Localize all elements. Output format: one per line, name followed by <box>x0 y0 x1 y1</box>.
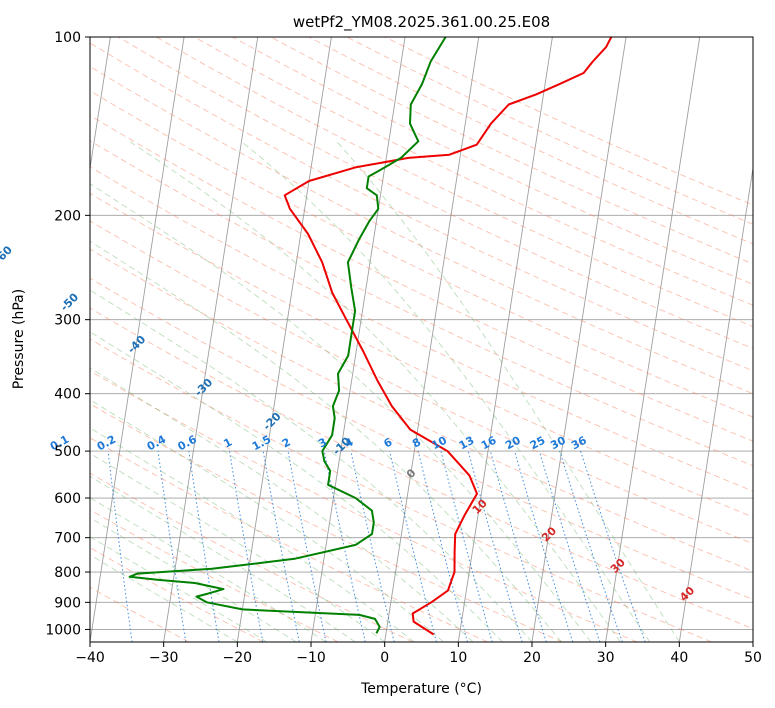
mixing-ratio-line <box>417 450 468 642</box>
pressure-gridlines <box>90 37 753 630</box>
dry-adiabat-line <box>90 307 753 630</box>
mixing-ratio-line <box>580 450 646 642</box>
dry-adiabats <box>90 37 753 642</box>
mixing-ratio-line <box>188 451 220 642</box>
moist-adiabat-line <box>90 399 444 642</box>
x-tick-label: −10 <box>296 650 326 666</box>
mixing-ratio-line <box>287 451 327 642</box>
moist-adiabat-line <box>90 452 385 642</box>
y-tick-label: 600 <box>54 491 81 507</box>
y-tick-label: 500 <box>54 444 81 460</box>
dry-adiabat-line <box>90 192 753 518</box>
y-tick-label: 100 <box>54 30 81 46</box>
chart-title: wetPf2_YM08.2025.361.00.25.E08 <box>293 13 550 32</box>
mixing-ratio-line <box>107 451 133 642</box>
dry-adiabat-line <box>90 403 563 642</box>
mixing-ratio-label: 13 <box>457 434 477 453</box>
x-tick-label: −20 <box>223 650 253 666</box>
x-tick-label: 50 <box>744 650 762 666</box>
y-tick-label: 800 <box>54 565 81 581</box>
y-tick-label: 400 <box>54 387 81 403</box>
dewpoint-line <box>128 37 447 634</box>
y-tick-label: 1000 <box>45 622 81 638</box>
y-axis: 100 200 300 400 500 600 700 800 900 1000 <box>45 30 90 638</box>
isotherm-line <box>457 37 553 642</box>
x-tick-label: −40 <box>75 650 105 666</box>
moist-adiabat-line <box>90 517 297 642</box>
moist-adiabat-line <box>240 140 651 642</box>
mixing-ratio-label: 10 <box>429 434 449 453</box>
dry-adiabat-line <box>90 140 753 467</box>
mixing-ratio-line <box>350 450 395 642</box>
isotherm-label: -50 <box>58 290 81 313</box>
y-tick-label: 300 <box>54 313 81 329</box>
mixing-ratio-label: 25 <box>528 434 548 453</box>
x-axis-label: Temperature (°C) <box>360 681 482 697</box>
mixing-ratio-line <box>559 450 623 642</box>
mixing-ratio-line <box>262 451 300 642</box>
mixing-ratio-line <box>389 450 437 642</box>
mixing-ratio-line <box>157 451 187 642</box>
x-tick-label: 20 <box>523 650 541 666</box>
mixing-ratio-label: 16 <box>479 434 499 453</box>
y-tick-label: 700 <box>54 531 81 547</box>
moist-adiabat-line <box>90 240 562 642</box>
isotherm-line <box>678 165 753 642</box>
mixing-ratio-line <box>467 450 523 642</box>
isotherm-line <box>90 37 111 172</box>
moist-adiabat-line <box>129 140 621 642</box>
dry-adiabat-line <box>90 220 753 545</box>
dry-adiabat-line <box>90 248 753 572</box>
dry-adiabat-line <box>90 509 339 642</box>
isotherm-line <box>90 37 185 642</box>
x-tick-label: 40 <box>670 650 688 666</box>
sounding-lines <box>128 37 613 636</box>
moist-adiabat-line <box>90 289 533 642</box>
mixing-ratio-label: 20 <box>503 434 523 453</box>
mixing-ratio-label: 36 <box>569 434 589 453</box>
dry-adiabat-line <box>90 277 753 601</box>
mixing-ratio-lines <box>107 450 646 642</box>
dry-adiabat-line <box>194 37 753 306</box>
dry-adiabat-line <box>90 547 264 642</box>
moist-adiabat-line <box>336 141 680 642</box>
plot-layers <box>90 37 753 642</box>
mixing-ratio-line <box>514 450 574 642</box>
dry-adiabat-line <box>90 42 753 372</box>
isotherm-line <box>236 37 332 642</box>
isotherm-line <box>384 37 480 642</box>
moist-adiabat-line <box>90 427 415 642</box>
mixing-ratio-line <box>489 450 547 642</box>
isotherm-line <box>531 37 627 642</box>
x-tick-label: 30 <box>597 650 615 666</box>
x-axis: −40 −30 −20 −10 0 10 20 30 40 50 <box>75 642 762 666</box>
moist-adiabat-line <box>90 475 356 642</box>
x-tick-label: 10 <box>449 650 467 666</box>
isotherm-line <box>605 37 701 642</box>
x-tick-label: 0 <box>380 650 389 666</box>
isotherm-line <box>163 37 259 642</box>
x-tick-label: −30 <box>149 650 179 666</box>
dry-adiabat-line <box>90 114 753 442</box>
isotherm-label: -60 <box>0 243 15 266</box>
mixing-ratio-label: 30 <box>548 434 568 453</box>
y-tick-label: 900 <box>54 595 81 611</box>
mixing-ratio-line <box>323 451 366 642</box>
temperature-line <box>283 37 613 636</box>
dry-adiabat-line <box>90 370 638 642</box>
y-tick-label: 200 <box>54 208 81 224</box>
plot-frame <box>89 36 754 643</box>
mixing-ratio-line <box>538 450 601 642</box>
dry-adiabat-line <box>90 166 753 492</box>
y-axis-label: Pressure (hPa) <box>11 289 27 389</box>
mixing-ratio-line <box>440 450 493 642</box>
isotherm-line <box>752 639 753 642</box>
plot-background <box>90 37 753 642</box>
